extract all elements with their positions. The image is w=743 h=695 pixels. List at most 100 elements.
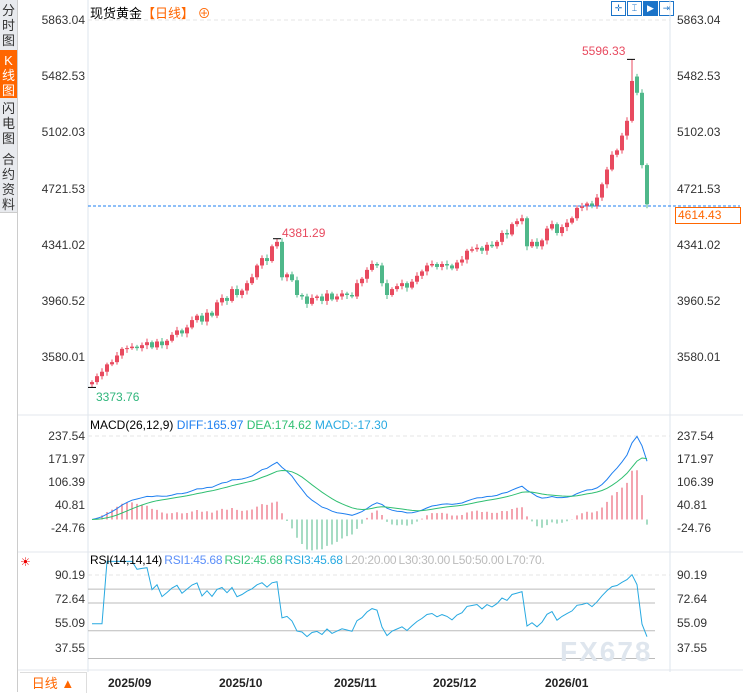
candle-body: [350, 294, 354, 297]
candle-body: [550, 224, 554, 229]
candle-body: [530, 241, 534, 247]
chart-title: 现货黄金【日线】 ⊕: [90, 3, 211, 22]
candle-body: [375, 263, 379, 266]
candle-body: [250, 277, 254, 284]
zoom-range-icon[interactable]: ⌶: [627, 1, 642, 16]
circle-plus-icon[interactable]: ⊕: [194, 6, 211, 21]
candle-body: [110, 362, 114, 365]
candle-body: [120, 348, 124, 356]
macd-tick-left: 171.97: [48, 452, 85, 466]
tab-timeshare[interactable]: 分时图: [0, 0, 17, 52]
candle-body: [280, 241, 284, 278]
period-selector[interactable]: 日线 ▲: [20, 672, 87, 693]
y-tick-label-right: 4341.02: [677, 237, 721, 252]
candle-body: [145, 342, 149, 346]
candle-body: [415, 275, 419, 282]
settings-sun-icon[interactable]: ☀: [20, 555, 31, 569]
candle-body: [245, 283, 249, 291]
price-annotation: 4381.29: [282, 226, 326, 240]
l20: L20:20.00: [344, 553, 397, 567]
rsi3: RSI3:45.68: [284, 553, 343, 567]
y-tick-label-right: 4721.53: [677, 181, 721, 196]
candle-body: [495, 241, 499, 247]
candle-body: [585, 203, 589, 207]
candle-body: [430, 263, 434, 266]
macd-tick-right: 171.97: [677, 452, 714, 466]
macd-diff: DIFF:165.97: [176, 418, 244, 432]
candle-body: [545, 228, 549, 241]
y-tick-label-left: 3960.52: [41, 294, 85, 308]
candle-body: [425, 265, 429, 272]
macd-tick-right: 237.54: [677, 429, 714, 443]
candle-body: [410, 281, 414, 288]
candle-body: [140, 345, 144, 349]
candle-body: [570, 218, 574, 223]
candle-body: [510, 224, 514, 235]
candle-body: [560, 227, 564, 233]
candle-body: [590, 203, 594, 207]
rsi-tick-left: 55.09: [54, 616, 85, 631]
rsi2: RSI2:45.68: [224, 553, 283, 567]
y-tick-label-left: 4721.53: [41, 181, 85, 196]
instrument-name: 现货黄金: [90, 6, 143, 21]
candle-body: [515, 221, 519, 225]
l70: L70:70.: [506, 553, 545, 567]
y-tick-label-left: 3580.01: [41, 350, 85, 365]
candle-body: [630, 80, 634, 121]
diff-line: [91, 435, 648, 520]
candle-body: [405, 283, 409, 288]
candle-body: [205, 312, 209, 322]
candle-body: [195, 315, 199, 321]
crosshair-icon[interactable]: ✛: [611, 1, 626, 16]
macd-tick-right: -24.76: [677, 521, 712, 535]
rsi-tick-left: 72.64: [54, 592, 85, 607]
rsi-tick-left: 37.55: [54, 640, 85, 655]
x-tick-label: 2025/11: [334, 676, 377, 690]
sidebar-divider: [17, 0, 18, 692]
candle-body: [305, 296, 309, 304]
candle-body: [480, 247, 484, 251]
candle-body: [385, 283, 389, 295]
y-tick-label-left: 5102.03: [41, 125, 85, 140]
y-tick-label-left: 5863.04: [41, 13, 85, 27]
y-tick-label-left: 4341.02: [41, 237, 85, 252]
candle-body: [200, 315, 204, 322]
watermark: FX678: [560, 636, 653, 667]
candle-body: [635, 76, 639, 93]
candle-body: [155, 341, 159, 348]
candle-body: [380, 265, 384, 284]
tab-flash[interactable]: 闪电图: [0, 98, 17, 150]
candle-body: [100, 371, 104, 377]
candle-body: [615, 150, 619, 155]
candle-body: [470, 249, 474, 251]
candle-body: [525, 218, 529, 247]
rsi-tick-right: 72.64: [677, 592, 708, 607]
candle-body: [610, 154, 614, 170]
candle-body: [455, 262, 459, 269]
candle-body: [485, 244, 489, 251]
candle-body: [540, 240, 544, 247]
candle-body: [315, 296, 319, 298]
candle-body: [190, 320, 194, 328]
price-annotation: 5596.33: [582, 44, 626, 58]
x-tick-label: 2026/01: [545, 676, 589, 690]
tab-contract-info[interactable]: 合约资料: [0, 149, 17, 213]
candle-body: [235, 289, 239, 295]
candle-body: [605, 169, 609, 185]
candle-body: [265, 258, 269, 262]
macd-tick-right: 40.81: [677, 498, 708, 512]
y-tick-label-left: 5482.53: [41, 69, 85, 84]
macd-title: MACD(26,12,9): [90, 418, 174, 432]
candle-body: [165, 340, 169, 346]
candle-body: [90, 382, 94, 385]
candle-body: [575, 207, 579, 219]
rsi-tick-right: 90.19: [677, 568, 708, 582]
macd-tick-left: 106.39: [48, 475, 85, 489]
candle-body: [555, 224, 559, 233]
candle-body: [440, 263, 444, 267]
candle-body: [565, 222, 569, 228]
play-right-icon[interactable]: ▶: [643, 1, 658, 16]
tab-kline[interactable]: K线图: [0, 50, 17, 99]
candle-body: [225, 297, 229, 301]
